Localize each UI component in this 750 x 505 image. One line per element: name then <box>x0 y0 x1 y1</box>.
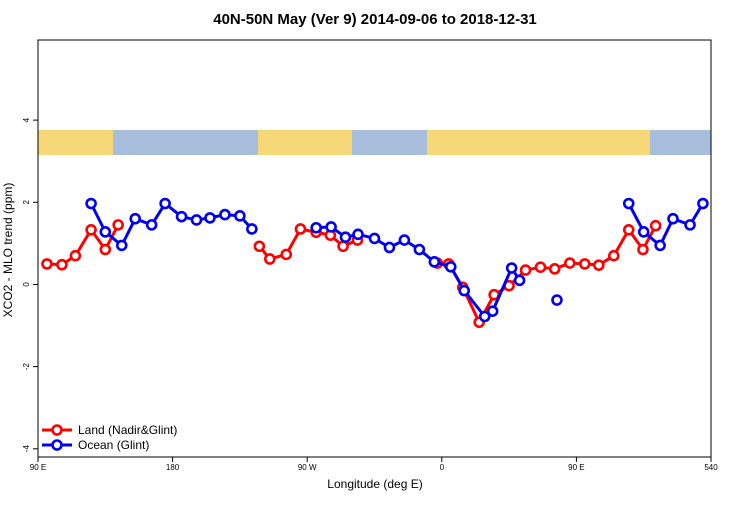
y-tick-label: -4 <box>22 445 31 453</box>
data-point <box>551 294 563 306</box>
data-point <box>112 219 124 231</box>
x-tick-label: 90 E <box>568 463 584 472</box>
plot-frame <box>37 39 712 458</box>
data-point <box>175 210 188 223</box>
data-point <box>607 249 620 262</box>
data-point <box>383 241 396 254</box>
data-point <box>352 228 364 241</box>
data-point <box>41 258 53 270</box>
data-point <box>593 259 605 271</box>
x-tick-label: 180 <box>166 463 180 472</box>
y-tick-label: 4 <box>22 117 31 122</box>
data-point <box>637 243 649 256</box>
data-point <box>534 261 547 273</box>
data-point <box>204 212 216 224</box>
legend-marker <box>51 424 63 436</box>
y-tick-label: 0 <box>22 282 31 287</box>
data-point <box>654 239 666 252</box>
y-axis-label: XCO2 - MLO trend (ppm) <box>1 183 15 318</box>
data-point <box>234 210 246 222</box>
data-point <box>548 263 561 275</box>
data-point <box>159 197 171 210</box>
data-point <box>564 257 576 269</box>
chart-title: 40N-50N May (Ver 9) 2014-09-06 to 2018-1… <box>213 11 537 28</box>
data-point <box>85 197 97 210</box>
data-point <box>264 253 276 265</box>
x-tick-label: 540 <box>704 463 718 472</box>
legend-label: Land (Nadir&Glint) <box>78 423 177 437</box>
map-strip <box>38 130 711 155</box>
x-tick-label: 90 W <box>298 463 317 472</box>
data-point <box>667 212 679 225</box>
data-point <box>99 243 112 256</box>
x-axis-label: Longitude (deg E) <box>327 477 422 491</box>
data-point <box>325 221 337 233</box>
data-point <box>145 219 158 231</box>
data-point <box>637 226 650 238</box>
data-point <box>56 258 68 271</box>
data-point <box>129 212 142 225</box>
series-line <box>46 224 657 324</box>
data-point <box>253 240 266 253</box>
legend-marker <box>51 439 63 451</box>
data-point <box>310 221 322 234</box>
data-point <box>684 219 696 231</box>
data-point <box>444 260 457 273</box>
data-point <box>622 224 635 236</box>
data-point <box>519 264 532 276</box>
data-point <box>337 240 349 253</box>
data-point <box>368 232 381 245</box>
data-point <box>294 223 307 235</box>
data-point <box>190 214 203 226</box>
data-point <box>486 305 499 317</box>
data-point <box>697 197 709 210</box>
x-tick-label: 90 E <box>30 463 46 472</box>
data-point <box>458 284 471 297</box>
data-point <box>513 274 526 287</box>
data-point <box>428 256 441 268</box>
legend-label: Ocean (Glint) <box>78 438 149 452</box>
data-point <box>99 226 112 238</box>
land-band <box>258 130 352 155</box>
data-point <box>280 248 293 261</box>
data-point <box>398 234 411 246</box>
land-band <box>427 130 650 155</box>
y-tick-label: -2 <box>22 363 31 371</box>
data-point <box>85 224 97 236</box>
data-point <box>649 219 662 232</box>
data-point <box>478 310 491 323</box>
x-tick-label: 0 <box>440 463 445 472</box>
data-point <box>115 239 128 252</box>
data-point <box>622 197 635 210</box>
data-point <box>413 243 426 256</box>
data-point <box>219 208 231 221</box>
data-point <box>578 258 591 270</box>
data-point <box>246 223 258 235</box>
data-point <box>339 231 352 244</box>
data-point <box>69 249 82 262</box>
land-band <box>38 130 113 155</box>
y-tick-label: 2 <box>22 200 31 205</box>
data-point <box>505 262 518 274</box>
